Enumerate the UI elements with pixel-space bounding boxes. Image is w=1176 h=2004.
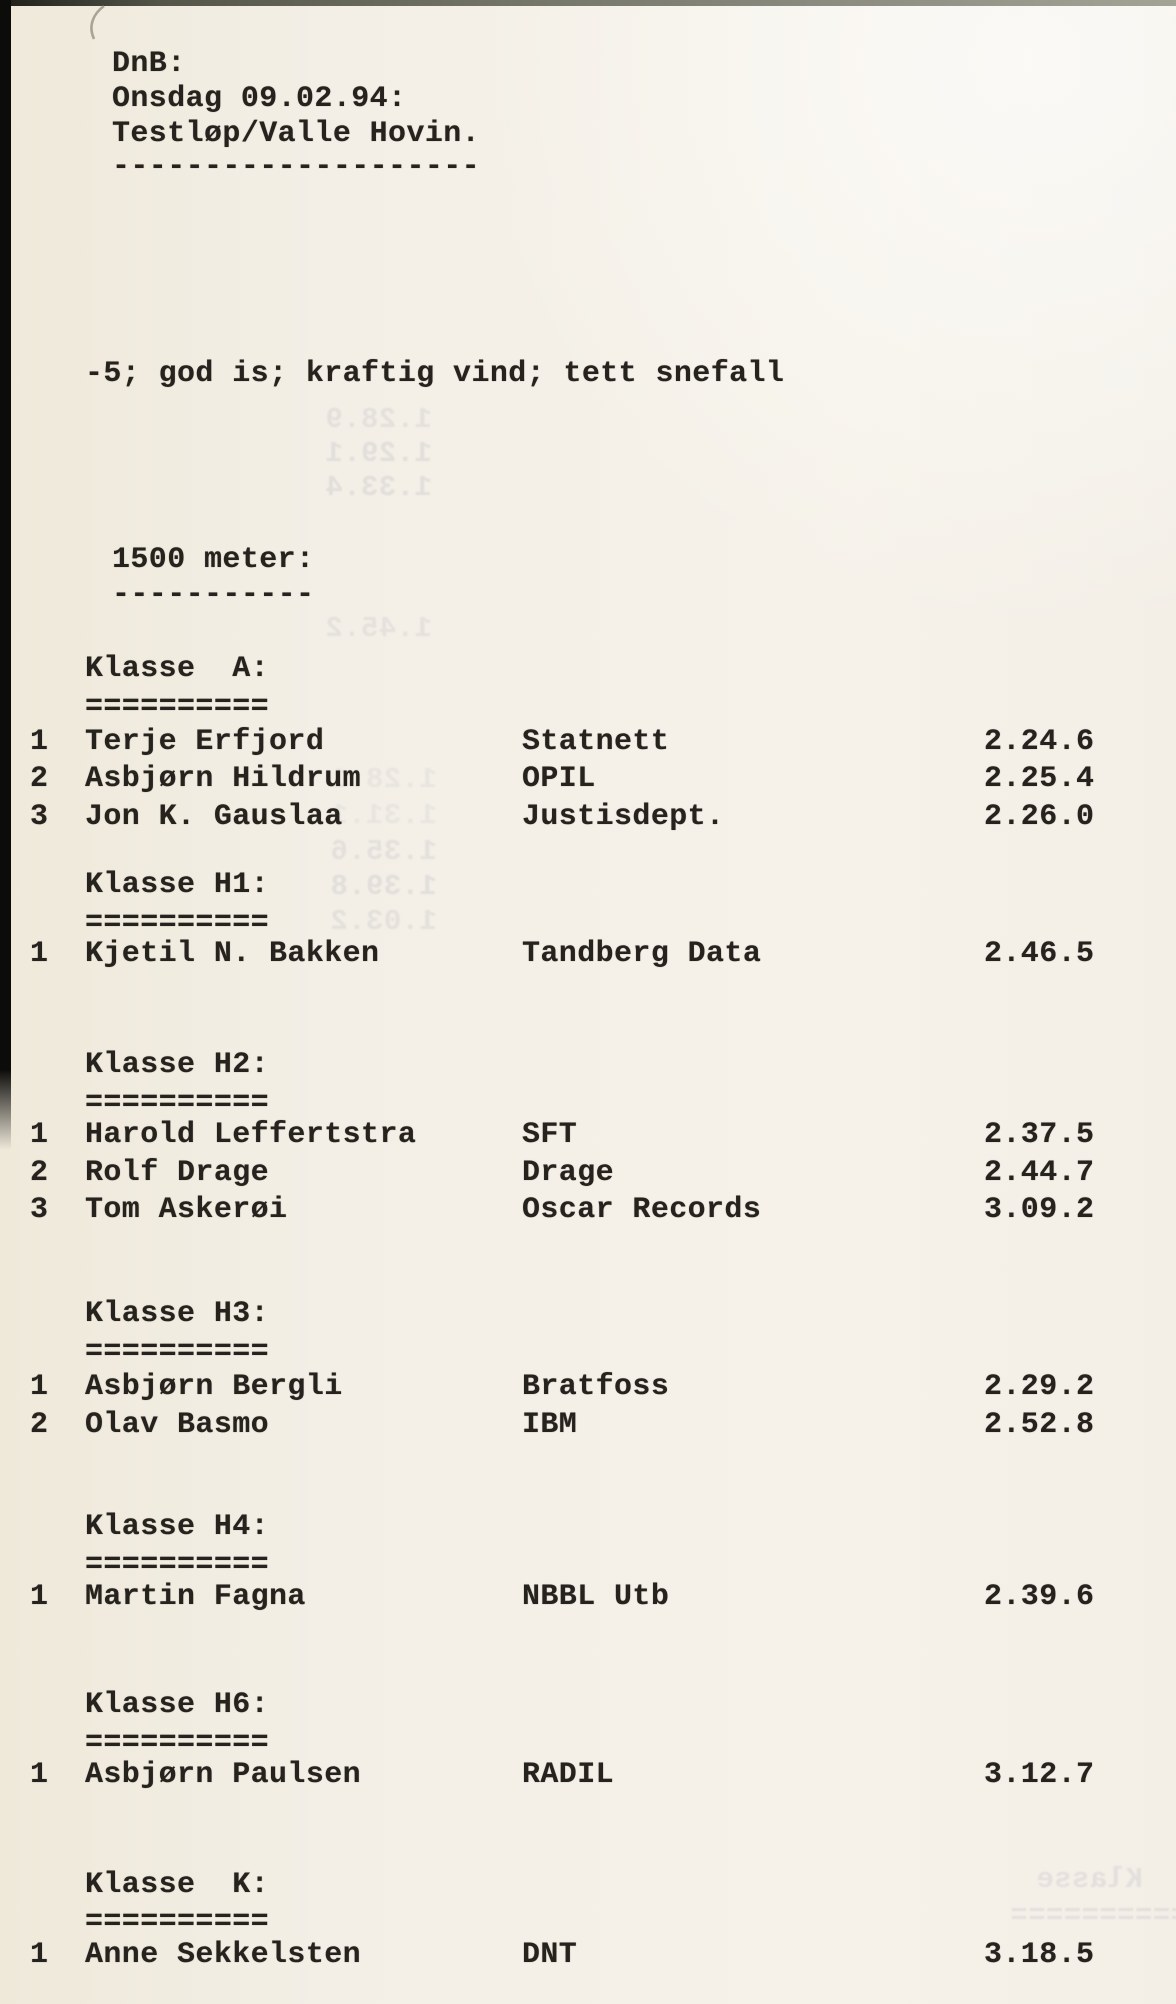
rank-cell: 2 [30,1156,49,1190]
club-cell: Justisdept. [522,800,725,834]
scan-top-edge [0,0,1176,6]
result-row: 2 Asbjørn Hildrum OPIL 2.25.4 [0,762,1176,796]
rank-cell: 1 [30,1580,49,1614]
name-cell: Kjetil N. Bakken [85,937,380,971]
distance-title: 1500 meter: [112,543,315,577]
handwritten-pen-mark [90,4,105,40]
club-cell: Drage [522,1156,615,1190]
name-cell: Martin Fagna [85,1580,306,1614]
time-cell: 2.52.8 [984,1408,1095,1442]
bleedthrough-text: 1.45.2 [325,612,432,645]
header-underline: -------------------- [112,150,481,184]
club-cell: Tandberg Data [522,937,762,971]
section-underline: ========== [85,1726,270,1760]
result-row: 1 Terje Erfjord Statnett 2.24.6 [0,725,1176,759]
time-cell: 3.12.7 [984,1758,1095,1792]
rank-cell: 1 [30,1758,49,1792]
distance-underline: ----------- [112,578,315,612]
bleedthrough-text: 1.29.1 [325,437,432,470]
result-row: 2 Rolf Drage Drage 2.44.7 [0,1156,1176,1190]
rank-cell: 3 [30,800,49,834]
rank-cell: 1 [30,1370,49,1404]
time-cell: 2.46.5 [984,937,1095,971]
bleedthrough-text: 1.28.9 [325,403,432,436]
section-underline: ========== [85,1548,270,1582]
club-cell: SFT [522,1118,578,1152]
time-cell: 2.44.7 [984,1156,1095,1190]
club-cell: Statnett [522,725,670,759]
section-underline: ========== [85,1905,270,1939]
section-underline: ========== [85,690,270,724]
bleedthrough-text: ========== [1010,1899,1176,1932]
name-cell: Terje Erfjord [85,725,325,759]
club-cell: Bratfoss [522,1370,670,1404]
club-cell: NBBL Utb [522,1580,670,1614]
name-cell: Asbjørn Paulsen [85,1758,362,1792]
name-cell: Rolf Drage [85,1156,270,1190]
bleedthrough-text: 1.35.6 [330,835,437,868]
bleedthrough-text: 1.39.8 [330,870,437,903]
club-cell: IBM [522,1408,578,1442]
name-cell: Harold Leffertstra [85,1118,417,1152]
result-row: 3 Jon K. Gauslaa Justisdept. 2.26.0 [0,800,1176,834]
time-cell: 3.09.2 [984,1193,1095,1227]
bleedthrough-text: 1.33.4 [325,471,432,504]
time-cell: 2.39.6 [984,1580,1095,1614]
name-cell: Jon K. Gauslaa [85,800,343,834]
result-row: 1 Harold Leffertstra SFT 2.37.5 [0,1118,1176,1152]
rank-cell: 2 [30,762,49,796]
rank-cell: 3 [30,1193,49,1227]
rank-cell: 1 [30,937,49,971]
section-underline: ========== [85,1086,270,1120]
club-cell: DNT [522,1938,578,1972]
result-row: 1 Martin Fagna NBBL Utb 2.39.6 [0,1580,1176,1614]
section-title: Klasse H2: [85,1048,270,1082]
result-row: 2 Olav Basmo IBM 2.52.8 [0,1408,1176,1442]
org-line: DnB: [112,47,186,81]
conditions-line: -5; god is; kraftig vind; tett snefall [85,357,785,391]
name-cell: Olav Basmo [85,1408,270,1442]
club-cell: Oscar Records [522,1193,762,1227]
name-cell: Asbjørn Bergli [85,1370,343,1404]
section-underline: ========== [85,906,270,940]
time-cell: 3.18.5 [984,1938,1095,1972]
section-title: Klasse H6: [85,1688,270,1722]
scan-left-edge [0,0,11,1150]
time-cell: 2.25.4 [984,762,1095,796]
result-row: 3 Tom Askerøi Oscar Records 3.09.2 [0,1193,1176,1227]
name-cell: Asbjørn Hildrum [85,762,362,796]
result-row: 1 Kjetil N. Bakken Tandberg Data 2.46.5 [0,937,1176,971]
club-cell: RADIL [522,1758,615,1792]
rank-cell: 1 [30,725,49,759]
time-cell: 2.29.2 [984,1370,1095,1404]
club-cell: OPIL [522,762,596,796]
result-row: 1 Asbjørn Paulsen RADIL 3.12.7 [0,1758,1176,1792]
section-title: Klasse H1: [85,868,270,902]
event-line: Testløp/Valle Hovin. [112,117,481,151]
time-cell: 2.24.6 [984,725,1095,759]
section-title: Klasse A: [85,652,270,686]
rank-cell: 1 [30,1938,49,1972]
section-title: Klasse H3: [85,1297,270,1331]
name-cell: Tom Askerøi [85,1193,288,1227]
section-title: Klasse H4: [85,1510,270,1544]
time-cell: 2.37.5 [984,1118,1095,1152]
section-underline: ========== [85,1335,270,1369]
result-row: 1 Asbjørn Bergli Bratfoss 2.29.2 [0,1370,1176,1404]
rank-cell: 2 [30,1408,49,1442]
rank-cell: 1 [30,1118,49,1152]
name-cell: Anne Sekkelsten [85,1938,362,1972]
bleedthrough-text: 1.03.2 [330,905,437,938]
time-cell: 2.26.0 [984,800,1095,834]
section-title: Klasse K: [85,1868,270,1902]
result-row: 1 Anne Sekkelsten DNT 3.18.5 [0,1938,1176,1972]
bleedthrough-text: Klasse [1036,1863,1143,1896]
date-line: Onsdag 09.02.94: [112,82,407,116]
